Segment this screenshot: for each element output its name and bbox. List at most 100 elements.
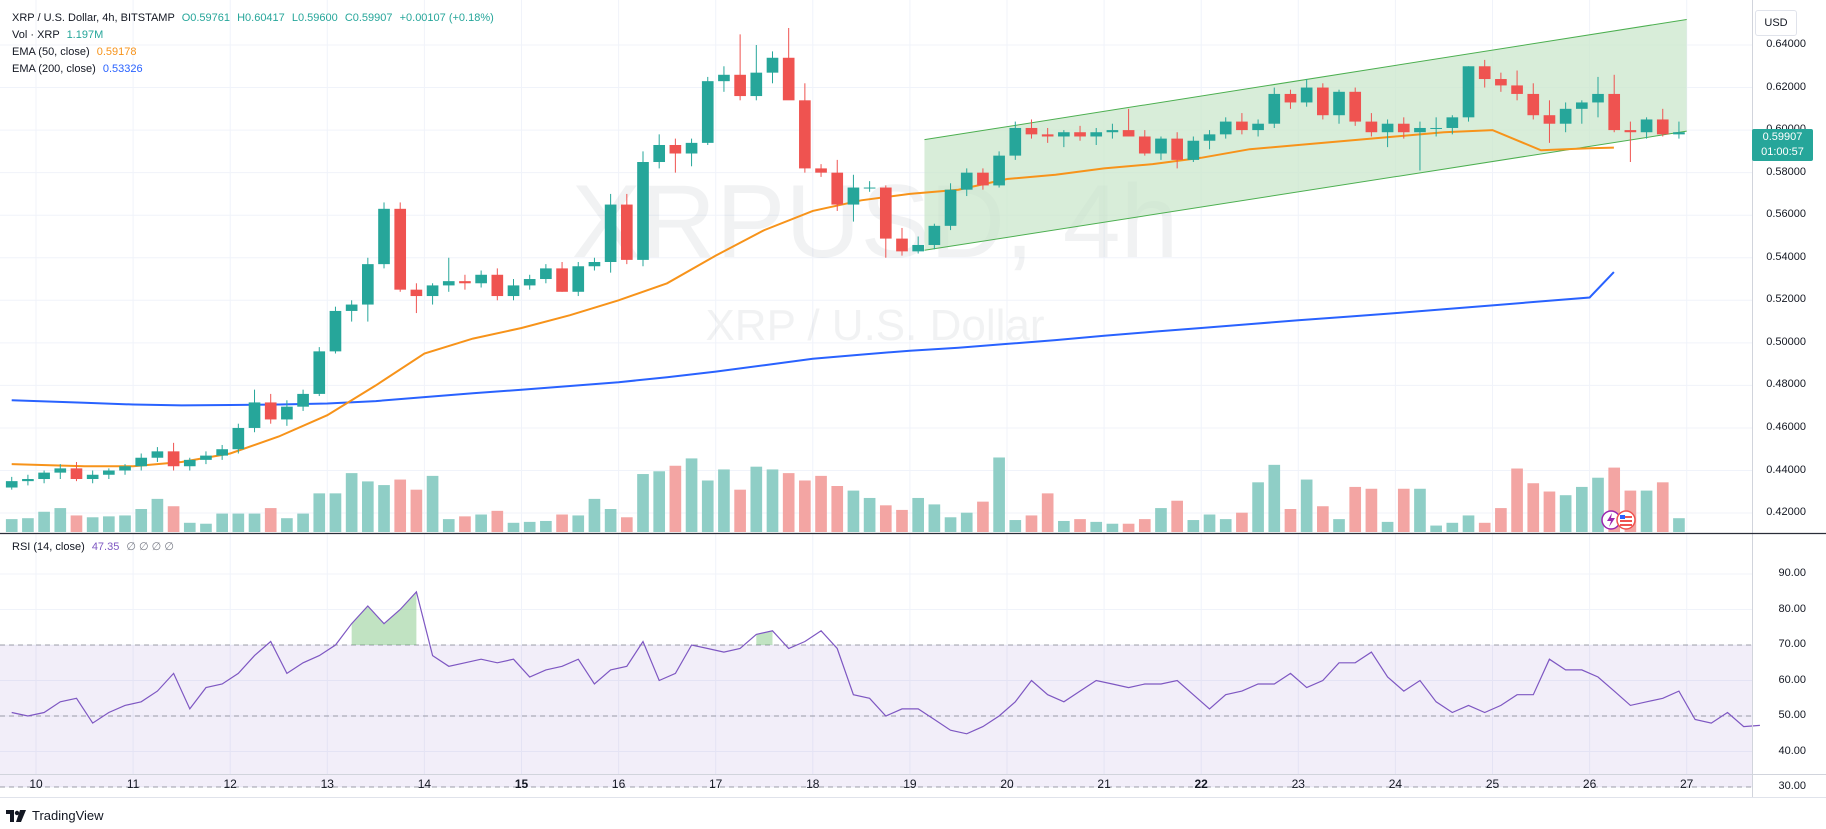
volume-bar — [637, 474, 649, 532]
tradingview-logo[interactable]: TradingView — [6, 808, 104, 823]
ema50-label: EMA (50, close) — [12, 46, 90, 58]
rsi-line — [11, 590, 1760, 735]
rsi-legend[interactable]: RSI (14, close) 47.35 ∅ ∅ ∅ ∅ — [12, 539, 174, 556]
volume-bar — [831, 486, 844, 532]
symbol-title[interactable]: XRP / U.S. Dollar, 4h, BITSTAMP — [12, 12, 175, 24]
candle-body — [475, 274, 487, 284]
candle-body — [1041, 134, 1054, 137]
rsi-tick-label: 80.00 — [1778, 602, 1806, 615]
candle-body — [1138, 136, 1151, 154]
volume-bar — [1478, 522, 1491, 532]
candle-body — [1155, 138, 1167, 154]
volume-bar — [345, 473, 358, 532]
time-tick-label: 21 — [1097, 777, 1111, 791]
volume-bar — [1300, 479, 1313, 532]
parallel-channel[interactable] — [924, 18, 1687, 251]
candle-body — [394, 208, 407, 290]
price-tick-label: 0.64000 — [1766, 38, 1806, 50]
candle-body — [766, 57, 779, 73]
volume-bar — [1236, 512, 1248, 532]
volume-bar — [620, 517, 633, 532]
candle-body — [782, 57, 795, 101]
channel-upper-line — [924, 18, 1687, 141]
candle-body — [1381, 123, 1394, 133]
price-tick-label: 0.50000 — [1766, 335, 1806, 348]
ema200-value: 0.53326 — [102, 63, 143, 75]
volume-bar — [1187, 520, 1200, 532]
candle-body — [1640, 119, 1653, 133]
currency-button[interactable]: USD — [1755, 10, 1797, 36]
volume-bar — [701, 480, 714, 532]
volume-bar — [1333, 519, 1345, 532]
candle-body — [831, 172, 844, 205]
volume-bar — [281, 518, 293, 532]
volume-bar — [313, 493, 326, 532]
candle-body — [362, 264, 374, 305]
candle-body — [22, 479, 34, 482]
candle-body — [1203, 134, 1216, 141]
candle-body — [1592, 93, 1604, 103]
volume-bar — [1155, 508, 1167, 532]
volume-bar — [977, 501, 989, 532]
candle-body — [1462, 66, 1475, 118]
volume-bar — [1284, 509, 1297, 532]
volume-bar — [151, 498, 164, 532]
time-tick-label: 14 — [417, 777, 432, 791]
volume-legend[interactable]: Vol · XRP 1.197M — [12, 27, 103, 44]
candle-body — [200, 455, 212, 460]
volume-bar — [1397, 488, 1410, 532]
candle-body — [620, 204, 633, 260]
volume-bar — [944, 517, 957, 532]
candle-body — [799, 100, 811, 169]
candle-body — [297, 393, 309, 407]
volume-bar — [119, 515, 131, 532]
price-tick-label: 0.42000 — [1766, 506, 1806, 519]
time-tick-label: 10 — [29, 777, 43, 791]
rsi-overbought-fill — [351, 591, 417, 645]
candle-body — [491, 274, 504, 297]
volume-bar — [879, 505, 892, 532]
volume-bar — [653, 471, 666, 532]
candle-body — [960, 172, 973, 190]
volume-bar — [1414, 488, 1426, 532]
event-icons[interactable] — [1601, 510, 1636, 530]
rsi-tick-label: 70.00 — [1778, 638, 1806, 650]
volume-bar — [604, 509, 617, 532]
volume-bar — [1171, 500, 1183, 532]
volume-bar — [167, 506, 180, 532]
volume-bar — [394, 479, 407, 532]
volume-bar — [216, 513, 228, 532]
rsi-tick-label: 50.00 — [1778, 709, 1806, 721]
flag-canton — [1620, 515, 1625, 519]
volume-bar — [362, 481, 374, 532]
candle-body — [1009, 127, 1022, 156]
volume-bar — [1252, 482, 1264, 532]
tradingview-icon — [6, 809, 28, 822]
rsi-tick-label: 40.00 — [1778, 744, 1806, 757]
volume-bar — [103, 516, 115, 532]
ema200-legend[interactable]: EMA (200, close) 0.53326 — [12, 61, 143, 78]
volume-bar — [799, 480, 811, 532]
volume-bar — [38, 511, 50, 532]
candle-body — [1187, 140, 1200, 160]
candle-body — [977, 172, 989, 186]
volume-bar — [1608, 467, 1621, 532]
ema50-legend[interactable]: EMA (50, close) 0.59178 — [12, 44, 136, 61]
price-tick-label: 0.44000 — [1766, 463, 1806, 476]
candle-body — [604, 204, 617, 263]
candle-body — [135, 457, 148, 467]
candle-body — [1430, 127, 1442, 129]
candle-body — [1025, 127, 1038, 135]
candle-body — [669, 144, 682, 154]
volume-bar — [993, 457, 1005, 532]
ema50-value: 0.59178 — [96, 46, 137, 58]
volume-bar — [556, 514, 568, 532]
candle-body — [879, 187, 892, 239]
price-tick-label: 0.58000 — [1766, 165, 1806, 178]
volume-bar — [135, 509, 148, 532]
candle-body — [1365, 121, 1378, 133]
candle-body — [5, 481, 18, 488]
candle-body — [653, 144, 666, 163]
volume-bar — [960, 512, 973, 532]
